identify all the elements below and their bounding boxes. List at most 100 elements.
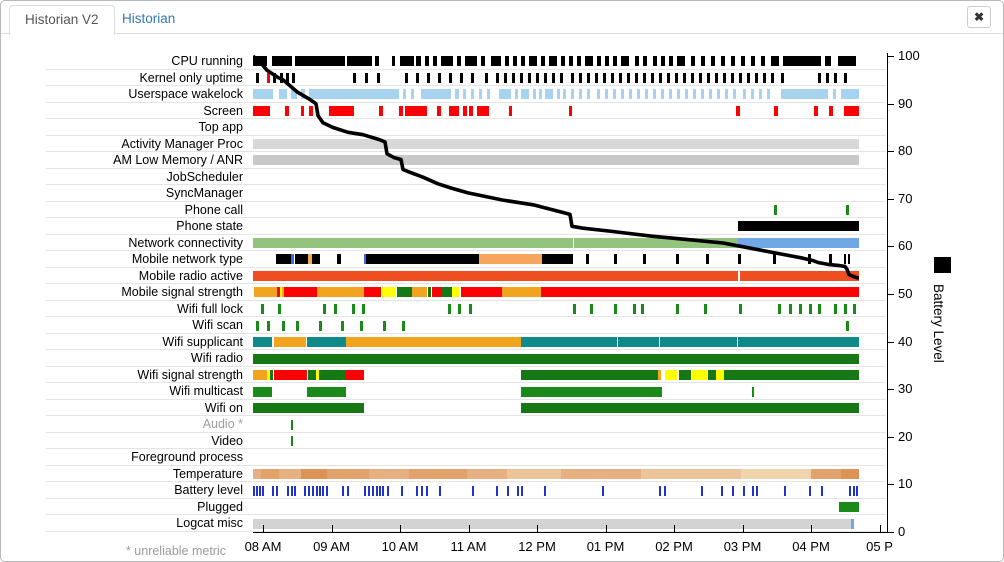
timeline-segment[interactable]	[352, 304, 355, 314]
timeline-segment[interactable]	[379, 105, 383, 116]
timeline-segment[interactable]	[452, 287, 459, 298]
timeline-segment[interactable]	[312, 254, 320, 265]
timeline-segment[interactable]	[751, 89, 754, 100]
timeline-segment[interactable]	[572, 304, 576, 314]
timeline-segment[interactable]	[675, 72, 678, 83]
timeline-segment[interactable]	[771, 56, 779, 67]
timeline-segment[interactable]	[364, 287, 381, 298]
timeline-segment[interactable]	[253, 353, 859, 364]
timeline-segment[interactable]	[509, 105, 512, 116]
timeline-segment[interactable]	[303, 485, 306, 496]
timeline-segment[interactable]	[291, 419, 293, 430]
timeline-segment[interactable]	[743, 89, 746, 100]
timeline-segment[interactable]	[455, 89, 459, 100]
timeline-segment[interactable]	[853, 485, 855, 496]
timeline-segment[interactable]	[856, 485, 858, 496]
timeline-segment[interactable]	[253, 469, 261, 480]
timeline-segment[interactable]	[541, 56, 545, 67]
timeline-segment[interactable]	[368, 485, 370, 496]
timeline-segment[interactable]	[603, 72, 606, 83]
timeline-segment[interactable]	[426, 485, 428, 496]
timeline-segment[interactable]	[693, 89, 696, 100]
timeline-segment[interactable]	[261, 304, 264, 314]
timeline-segment[interactable]	[276, 485, 278, 496]
timeline-segment[interactable]	[730, 72, 734, 83]
timeline-segment[interactable]	[677, 89, 680, 100]
timeline-segment[interactable]	[715, 72, 718, 83]
timeline-segment[interactable]	[808, 254, 811, 265]
timeline-segment[interactable]	[814, 105, 818, 116]
timeline-segment[interactable]	[253, 386, 272, 397]
timeline-segment[interactable]	[829, 105, 833, 116]
timeline-segment[interactable]	[312, 485, 314, 496]
timeline-segment[interactable]	[392, 56, 395, 67]
timeline-segment[interactable]	[844, 72, 847, 83]
timeline-segment[interactable]	[738, 254, 741, 265]
timeline-segment[interactable]	[397, 287, 412, 298]
timeline-segment[interactable]	[292, 72, 295, 83]
timeline-segment[interactable]	[301, 469, 327, 480]
timeline-segment[interactable]	[481, 56, 485, 67]
timeline-segment[interactable]	[705, 254, 709, 265]
timeline-segment[interactable]	[382, 485, 384, 496]
timeline-segment[interactable]	[563, 89, 566, 100]
timeline-segment[interactable]	[347, 485, 349, 496]
timeline-segment[interactable]	[544, 72, 547, 83]
timeline-segment[interactable]	[353, 72, 356, 83]
timeline-segment[interactable]	[291, 89, 297, 100]
timeline-segment[interactable]	[635, 72, 638, 83]
timeline-segment[interactable]	[294, 485, 296, 496]
timeline-segment[interactable]	[463, 89, 466, 100]
timeline-segment[interactable]	[789, 304, 792, 314]
timeline-segment[interactable]	[259, 485, 261, 496]
timeline-segment[interactable]	[741, 469, 811, 480]
timeline-segment[interactable]	[818, 72, 821, 83]
timeline-segment[interactable]	[739, 72, 742, 83]
timeline-segment[interactable]	[706, 72, 710, 83]
timeline-segment[interactable]	[756, 485, 758, 496]
timeline-segment[interactable]	[851, 518, 854, 529]
timeline-segment[interactable]	[301, 89, 305, 100]
timeline-segment[interactable]	[421, 485, 423, 496]
timeline-segment[interactable]	[643, 56, 647, 67]
timeline-segment[interactable]	[469, 304, 472, 314]
timeline-segment[interactable]	[653, 56, 657, 67]
timeline-segment[interactable]	[272, 56, 292, 67]
timeline-segment[interactable]	[665, 370, 677, 381]
timeline-segment[interactable]	[382, 287, 396, 298]
timeline-segment[interactable]	[621, 89, 624, 100]
timeline-segment[interactable]	[667, 72, 670, 83]
timeline-segment[interactable]	[253, 485, 255, 496]
timeline-segment[interactable]	[811, 469, 841, 480]
timeline-segment[interactable]	[809, 485, 811, 496]
timeline-segment[interactable]	[709, 89, 712, 100]
timeline-segment[interactable]	[402, 320, 405, 331]
timeline-segment[interactable]	[317, 287, 364, 298]
timeline-segment[interactable]	[469, 105, 473, 116]
timeline-segment[interactable]	[334, 304, 337, 314]
timeline-segment[interactable]	[291, 254, 294, 265]
timeline-segment[interactable]	[421, 89, 451, 100]
timeline-segment[interactable]	[701, 89, 704, 100]
timeline-segment[interactable]	[560, 469, 641, 480]
timeline-segment[interactable]	[461, 287, 502, 298]
timeline-segment[interactable]	[291, 436, 293, 447]
timeline-segment[interactable]	[743, 485, 745, 496]
timeline-segment[interactable]	[740, 270, 859, 281]
timeline-segment[interactable]	[783, 56, 821, 67]
timeline-segment[interactable]	[319, 320, 322, 331]
timeline-segment[interactable]	[342, 485, 344, 496]
timeline-segment[interactable]	[579, 89, 582, 100]
timeline-segment[interactable]	[427, 72, 430, 83]
timeline-segment[interactable]	[521, 89, 529, 100]
timeline-segment[interactable]	[701, 485, 703, 496]
timeline-segment[interactable]	[347, 56, 372, 67]
timeline-segment[interactable]	[721, 485, 723, 496]
timeline-segment[interactable]	[319, 485, 321, 496]
timeline-segment[interactable]	[725, 89, 728, 100]
timeline-segment[interactable]	[416, 72, 419, 83]
timeline-segment[interactable]	[308, 485, 310, 496]
timeline-segment[interactable]	[284, 287, 317, 298]
timeline-segment[interactable]	[844, 304, 847, 314]
timeline-segment[interactable]	[428, 287, 431, 298]
